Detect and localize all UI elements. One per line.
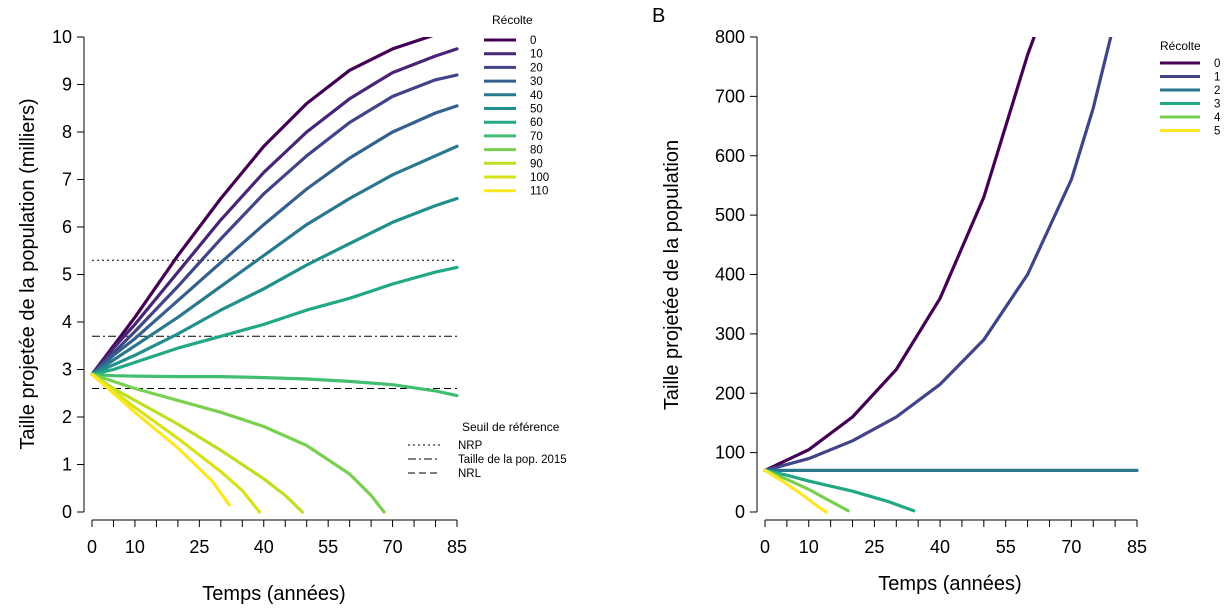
panel-b-x-axis-title: Temps (années) <box>878 573 1021 595</box>
series-line-3 <box>763 468 916 513</box>
panel-a-x-axis-title: Temps (années) <box>202 583 345 605</box>
series-line-70 <box>90 372 459 398</box>
legend-label: 90 <box>530 158 543 170</box>
legend-label: 70 <box>530 131 543 143</box>
legend-label: 1 <box>1214 72 1220 84</box>
legend-label: 0 <box>530 35 536 47</box>
legend-label: 5 <box>1214 126 1220 138</box>
y-tick-label: 10 <box>52 27 72 47</box>
panel-b-label: B <box>652 5 665 27</box>
y-tick-label: 2 <box>62 407 72 427</box>
legend-label: 60 <box>530 117 543 129</box>
legend-label: 0 <box>1214 58 1220 70</box>
legend-label: 80 <box>530 145 543 157</box>
panel-b-y-axis-title: Taille projetée de la population <box>661 140 683 410</box>
panel-b-series-lines <box>763 37 1139 514</box>
y-tick-label: 600 <box>715 146 745 166</box>
y-tick-label: 9 <box>62 75 72 95</box>
y-tick-label: 0 <box>62 502 72 522</box>
x-tick-label: 85 <box>447 537 467 557</box>
y-tick-label: 7 <box>62 170 72 190</box>
y-tick-label: 100 <box>715 443 745 463</box>
series-line-90 <box>90 372 304 514</box>
series-line-60 <box>90 265 459 376</box>
x-tick-label: 0 <box>760 537 770 557</box>
panel-a-y-axis-title: Taille projetée de la population (millie… <box>17 98 39 449</box>
x-tick-label: 55 <box>996 537 1016 557</box>
y-tick-label: 0 <box>735 502 745 522</box>
legend-label: 110 <box>530 186 548 198</box>
y-tick-label: 5 <box>62 265 72 285</box>
reference-legend-label: Taille de la pop. 2015 <box>458 454 567 466</box>
series-line-110 <box>90 372 231 507</box>
x-tick-label: 40 <box>254 537 274 557</box>
legend-label: 20 <box>530 62 543 74</box>
series-line-1 <box>763 37 1113 472</box>
y-tick-label: 500 <box>715 205 745 225</box>
series-line-10 <box>90 47 459 376</box>
legend-label: 4 <box>1214 112 1221 124</box>
x-tick-label: 85 <box>1127 537 1147 557</box>
series-line-30 <box>90 104 459 376</box>
y-tick-label: 800 <box>715 27 745 47</box>
panel-b-legend: Récolte 0 12 34 5 <box>1160 39 1221 138</box>
x-tick-label: 40 <box>930 537 950 557</box>
y-tick-label: 700 <box>715 86 745 106</box>
legend-label: 2 <box>1214 85 1220 97</box>
x-tick-label: 10 <box>799 537 819 557</box>
legend-label: 10 <box>530 49 543 61</box>
x-tick-label: 10 <box>125 537 145 557</box>
y-tick-label: 200 <box>715 383 745 403</box>
panel-a-reference-legend-title: Seuil de référence <box>462 420 560 434</box>
series-line-4 <box>763 468 850 513</box>
x-tick-label: 25 <box>864 537 884 557</box>
y-tick-label: 4 <box>62 312 72 332</box>
panel-a-reference-lines <box>92 259 457 389</box>
series-line-100 <box>90 372 262 514</box>
y-tick-label: 6 <box>62 217 72 237</box>
series-line-0 <box>763 37 1036 472</box>
series-line-50 <box>90 196 459 376</box>
legend-label: 3 <box>1214 99 1220 111</box>
legend-label: 30 <box>530 76 543 88</box>
x-tick-label: 70 <box>1061 537 1081 557</box>
panel-a-axes: 0 1 2 3 4 5 6 7 8 9 10 0 10 25 40 55 70 85 <box>52 27 467 557</box>
legend-label: 40 <box>530 90 543 102</box>
x-tick-label: 0 <box>87 537 97 557</box>
x-tick-label: 25 <box>189 537 209 557</box>
series-line-5 <box>763 468 828 514</box>
panel-a-legend-title: Récolte <box>492 13 533 27</box>
y-tick-label: 3 <box>62 360 72 380</box>
series-line-80 <box>90 372 386 514</box>
panel-a-reference-legend: Seuil de référence NRP Taille de la pop. … <box>408 420 567 480</box>
series-line-40 <box>90 144 459 376</box>
y-tick-label: 400 <box>715 265 745 285</box>
panel-b-axes: 0 100 200 300 400 500 600 700 800 0 10 25 40 55 70 85 <box>715 27 1147 557</box>
y-tick-label: 1 <box>62 455 72 475</box>
reference-legend-label: NRP <box>458 440 483 452</box>
panel-a-series-lines <box>90 37 459 514</box>
x-tick-label: 70 <box>383 537 403 557</box>
legend-label: 100 <box>530 172 549 184</box>
x-tick-label: 55 <box>318 537 338 557</box>
reference-legend-label: NRL <box>458 468 482 480</box>
series-line-0 <box>90 37 434 376</box>
legend-label: 50 <box>530 104 543 116</box>
panel-b-legend-title: Récolte <box>1160 39 1201 53</box>
y-tick-label: 8 <box>62 122 72 142</box>
series-line-20 <box>90 73 459 376</box>
y-tick-label: 300 <box>715 324 745 344</box>
